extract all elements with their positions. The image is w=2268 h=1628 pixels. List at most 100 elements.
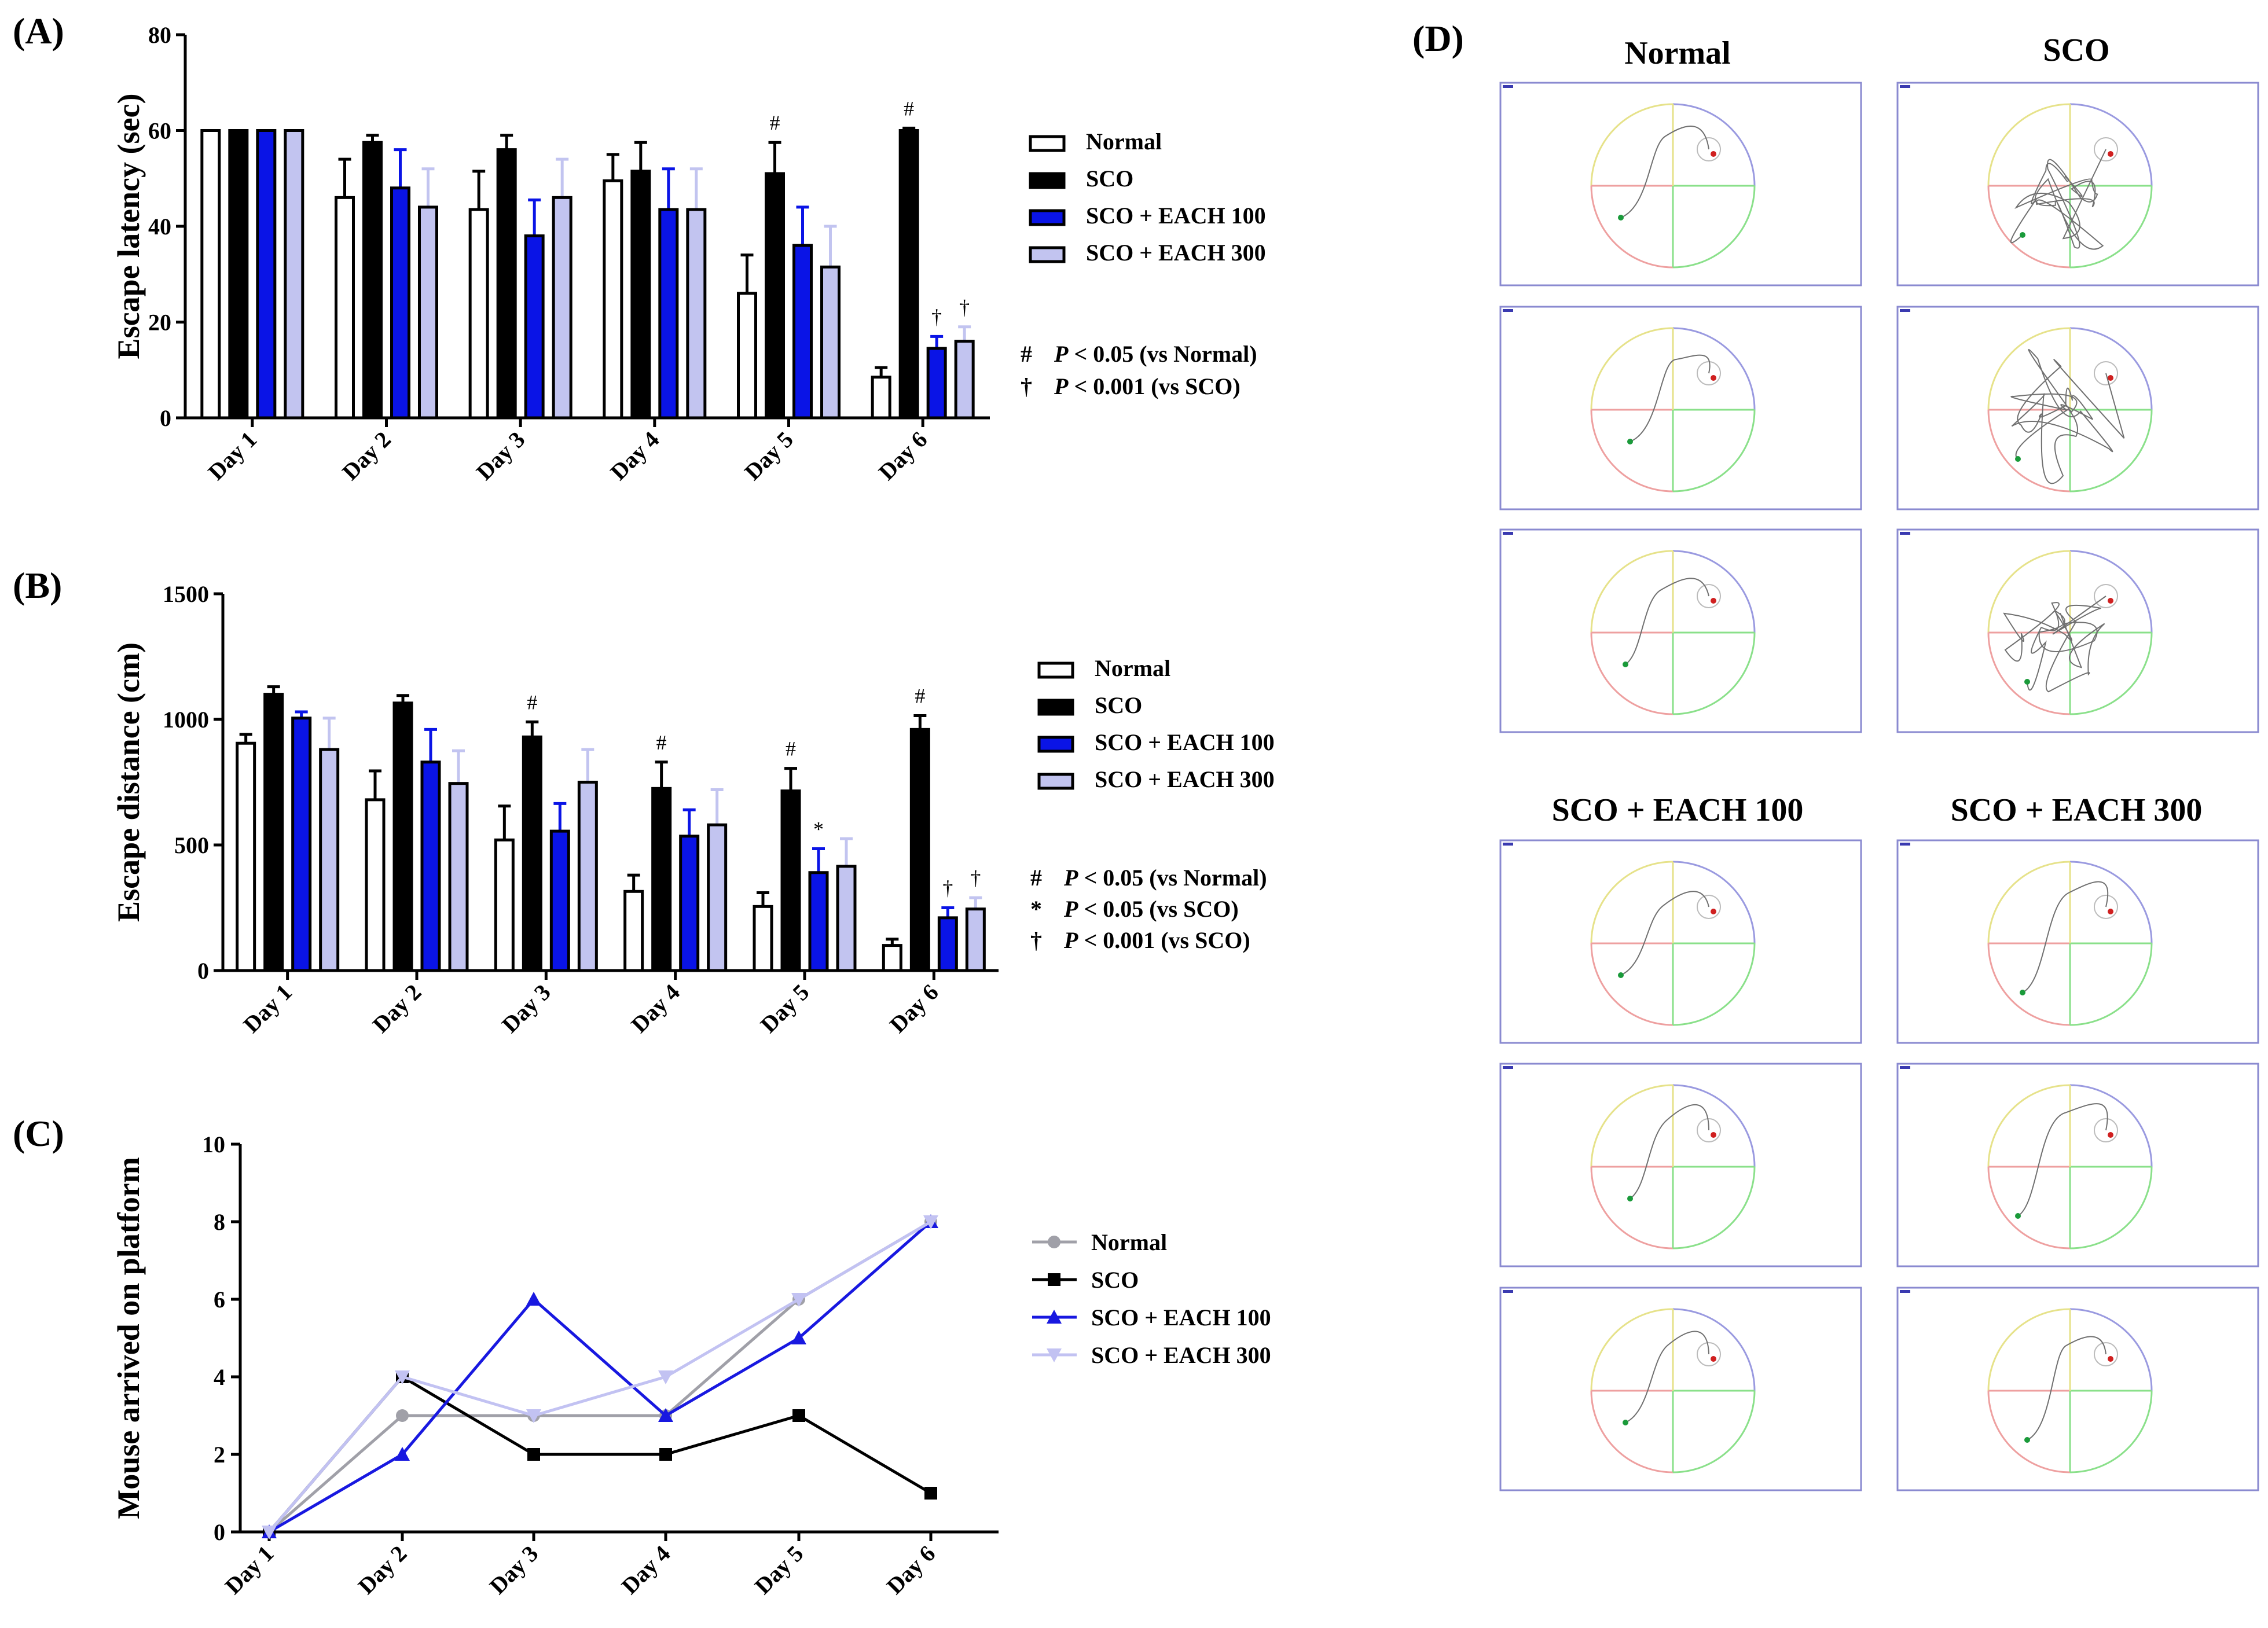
note-value: < 0.001 (vs SCO) (1078, 927, 1250, 953)
track-box (1499, 306, 1862, 510)
end-point (2108, 598, 2113, 604)
y-tick-label: 20 (148, 310, 171, 336)
track-frame (1896, 1287, 2259, 1491)
point-sco-day-3 (527, 1448, 540, 1461)
pool-arc-green (1672, 632, 1756, 715)
track-corner-marker (1900, 843, 1910, 846)
track-corner-marker (1900, 1066, 1910, 1069)
pool-arc-yellow (1987, 550, 2071, 633)
pool-arc-green (2069, 632, 2153, 715)
legend-marker-normal (1048, 1236, 1060, 1248)
start-point (1623, 662, 1628, 667)
bar-sco-each-100-day-6 (926, 347, 947, 420)
platform (2094, 361, 2118, 385)
pool-arc-yellow (1590, 1308, 1674, 1391)
x-tick-label: Day 3 (471, 427, 530, 486)
pool-arc-yellow (1590, 550, 1674, 633)
y-tick-label: 4 (214, 1364, 225, 1390)
x-tick-label: Day 1 (238, 979, 297, 1038)
point-sco-each-100-day-3 (526, 1292, 541, 1306)
bar-sco-each-300-day-1 (319, 748, 340, 972)
y-tick-label: 0 (160, 405, 171, 431)
legend-marker-sco-each-300 (1047, 1348, 1062, 1362)
legend-label-sco-each-300: SCO + EACH 300 (1095, 766, 1275, 792)
x-tick-label: Day 3 (485, 1541, 544, 1600)
pool-arc-green (2069, 185, 2153, 269)
bar-sco-each-300-day-2 (418, 205, 438, 420)
pool-arc-yellow (1590, 1084, 1674, 1167)
x-tick-label: Day 6 (882, 1541, 941, 1600)
note-value: < 0.001 (vs SCO) (1068, 373, 1240, 399)
bar-normal-day-5 (737, 292, 757, 420)
track-title-each300: SCO + EACH 300 (1951, 792, 2203, 828)
start-point (1627, 439, 1633, 444)
bar-sco-each-300-day-3 (552, 196, 572, 420)
swim-path (2022, 881, 2109, 993)
significance-mark: † (931, 305, 942, 328)
significance-mark: * (813, 818, 824, 841)
significance-mark: # (656, 731, 667, 754)
pool-arc-blue (1672, 550, 1756, 633)
track-box (1499, 839, 1862, 1044)
y-tick-label: 1000 (163, 707, 209, 733)
x-tick-label: Day 6 (874, 427, 933, 486)
legend-label-normal: Normal (1086, 128, 1162, 155)
swim-path (1630, 354, 1711, 442)
pool-arc-red (1987, 185, 2071, 269)
track-frame (1499, 1287, 1862, 1491)
note-symbol: † (1021, 373, 1032, 399)
y-tick-label: 10 (202, 1131, 225, 1157)
x-tick-label: Day 1 (220, 1541, 279, 1600)
bar-sco-each-300-day-2 (448, 782, 469, 972)
pool-arc-red (1987, 1166, 2071, 1250)
x-tick-label: Day 3 (497, 979, 556, 1038)
legend-marker-sco-each-100 (1047, 1310, 1062, 1324)
start-point (2024, 679, 2030, 685)
track-title-each100: SCO + EACH 100 (1552, 792, 1804, 828)
line-normal (268, 1220, 932, 1533)
point-sco-day-6 (924, 1487, 937, 1500)
pool-arc-yellow (1590, 861, 1674, 944)
bar-sco-day-1 (263, 693, 284, 972)
swim-path (1620, 125, 1709, 218)
bar-sco-day-2 (392, 701, 413, 972)
pool-arc-blue (1672, 861, 1756, 944)
y-axis-title: Mouse arrived on platform (111, 1157, 146, 1519)
start-point (1627, 1196, 1633, 1201)
track-box (1499, 82, 1862, 286)
note-text: P < 0.001 (vs SCO) (1063, 927, 1250, 953)
x-tick-label: Day 5 (755, 979, 814, 1038)
bar-sco-day-4 (630, 170, 651, 420)
y-tick-label: 0 (197, 958, 209, 984)
track-box (1896, 839, 2259, 1044)
track-frame (1499, 306, 1862, 510)
y-tick-label: 2 (214, 1442, 225, 1468)
swim-path (1625, 1331, 1709, 1423)
end-point (2108, 375, 2113, 381)
point-sco-each-100-day-2 (395, 1447, 410, 1461)
start-point (2024, 1437, 2030, 1443)
legend-label-sco-each-300: SCO + EACH 300 (1086, 240, 1266, 266)
end-point (1711, 375, 1716, 381)
start-point (1623, 1420, 1628, 1425)
bar-normal-day-1 (236, 741, 256, 972)
platform (2094, 895, 2118, 919)
note-text: P < 0.05 (vs SCO) (1063, 896, 1239, 922)
legend-label-sco: SCO (1086, 166, 1133, 192)
point-sco-each-300-day-3 (526, 1409, 541, 1423)
end-point (2108, 1132, 2113, 1138)
swim-path (1620, 891, 1709, 976)
panel-label-d: (D) (1412, 18, 1464, 59)
track-title-normal: Normal (1624, 35, 1731, 71)
y-axis-title: Escape latency (sec) (111, 94, 146, 359)
track-title-sco: SCO (2043, 32, 2109, 68)
pool-arc-blue (1672, 1308, 1756, 1391)
pool-arc-red (1987, 632, 2071, 715)
track-frame (1896, 839, 2259, 1044)
track-frame (1499, 82, 1862, 286)
track-corner-marker (1900, 1290, 1910, 1293)
x-tick-label: Day 2 (368, 979, 427, 1038)
pool-arc-green (1672, 1166, 1756, 1250)
platform (2094, 137, 2118, 161)
pool-arc-yellow (1590, 327, 1674, 410)
